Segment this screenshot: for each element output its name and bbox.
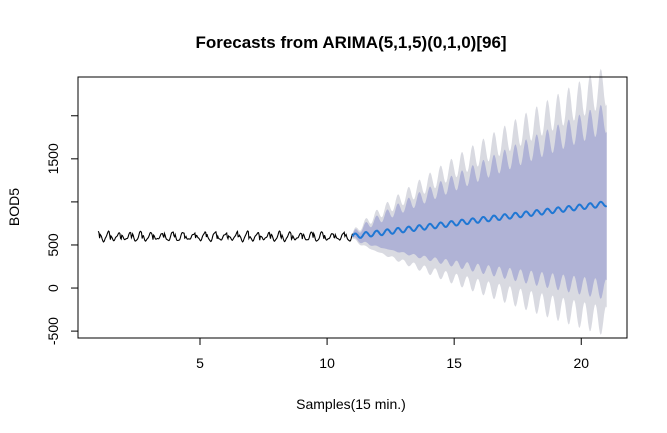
- y-axis-label: BOD5: [6, 188, 22, 226]
- x-tick-label: 20: [573, 355, 589, 371]
- y-tick-label: -500: [45, 317, 61, 345]
- x-tick-label: 15: [446, 355, 462, 371]
- y-axis: -500 0 500 1500: [45, 115, 79, 345]
- y-tick-label: 0: [45, 284, 61, 292]
- x-axis: 5 10 15 20: [196, 337, 589, 371]
- y-tick-label: 1500: [45, 143, 61, 174]
- plot-area: [77, 68, 628, 339]
- band-80-polygon: [352, 104, 607, 299]
- x-tick-label: 5: [196, 355, 204, 371]
- x-tick-label: 10: [319, 355, 335, 371]
- forecast-mean-line: [351, 200, 608, 239]
- chart-title: Forecasts from ARIMA(5,1,5)(0,1,0)[96]: [195, 33, 506, 52]
- observed-series-line: [97, 229, 354, 243]
- x-axis-label: Samples(15 min.): [296, 396, 406, 412]
- y-tick-label: 500: [45, 233, 61, 257]
